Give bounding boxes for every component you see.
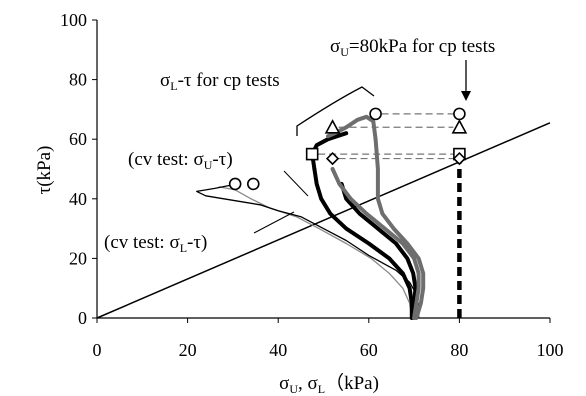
x-tick-label: 40	[269, 340, 287, 360]
series-line	[312, 167, 414, 320]
y-tick-label: 80	[69, 70, 87, 90]
y-tick-label: 40	[69, 189, 87, 209]
failure-line	[96, 122, 551, 319]
y-tick-label: 60	[69, 129, 87, 149]
cp-bracket	[296, 86, 375, 136]
series-line	[218, 186, 413, 319]
annotation-cv-upper: (cv test: σU-τ)	[128, 149, 233, 172]
x-tick-label: 60	[360, 340, 378, 360]
leader-cv-upper	[283, 170, 309, 197]
start-marker	[305, 147, 319, 161]
y-axis-label: τ(kPa)	[34, 146, 55, 195]
x-tick-label: 0	[93, 340, 102, 360]
start-marker	[324, 119, 341, 134]
series-line	[196, 183, 420, 319]
start-marker	[246, 177, 260, 191]
annotation-top: σU=80kPa for cp tests	[330, 36, 495, 59]
arrow-head	[461, 91, 471, 101]
axes	[92, 19, 551, 323]
x-tick-label: 20	[179, 340, 197, 360]
x-tick-label: 80	[450, 340, 468, 360]
x-tick-label: 100	[537, 340, 564, 360]
series-lines	[96, 113, 551, 320]
cp-marker	[452, 151, 467, 166]
cp-marker	[451, 119, 468, 134]
series-line	[373, 137, 426, 320]
annotation-cp: σL-τ for cp tests	[160, 70, 280, 93]
leader-cv-lower	[253, 211, 295, 234]
y-tick-label: 100	[60, 10, 87, 30]
annotation-leaders	[253, 60, 471, 234]
x-axis-label: σU, σL（kPa)	[279, 372, 379, 396]
y-tick-label: 0	[78, 308, 87, 328]
start-marker	[369, 107, 382, 121]
annotation-cv-lower: (cv test: σL-τ)	[104, 232, 207, 255]
start-marker	[325, 151, 340, 166]
y-tick-label: 20	[69, 248, 87, 268]
series-line	[330, 167, 421, 320]
tick-labels: 0 20 40 60 80 100 0 20 40 60 80 100	[60, 10, 564, 360]
cp-marker	[453, 107, 466, 121]
start-marker	[228, 177, 242, 191]
markers	[228, 107, 468, 191]
series-line	[339, 181, 418, 320]
